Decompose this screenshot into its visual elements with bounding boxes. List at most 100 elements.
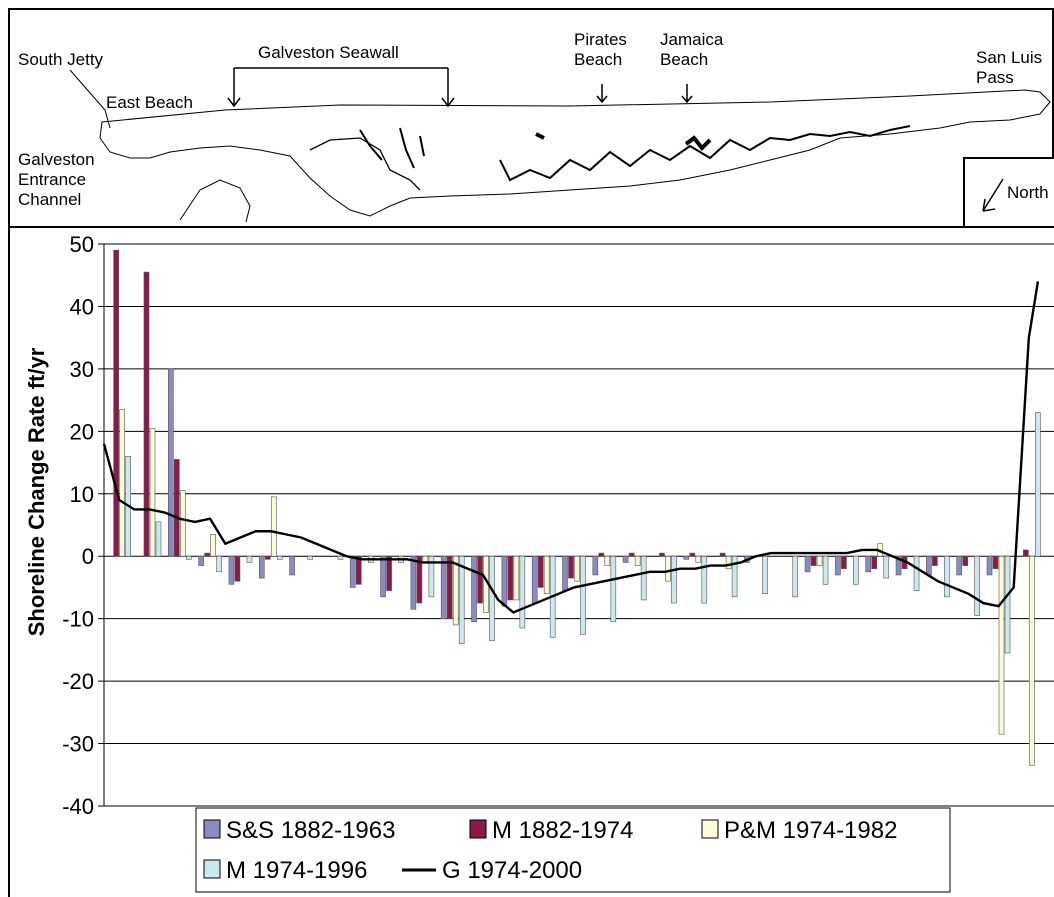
bar	[622, 555, 629, 563]
bar	[1004, 555, 1011, 654]
bar	[440, 555, 447, 619]
bar	[264, 555, 271, 560]
bar	[276, 555, 283, 560]
legend-swatch	[203, 859, 221, 879]
north-label: North	[1007, 183, 1049, 202]
pirates-beach-label: Pirates Beach	[574, 30, 627, 69]
bar	[871, 555, 878, 570]
bar	[119, 409, 125, 557]
bar	[689, 552, 696, 557]
bar	[186, 555, 192, 560]
map-panel: South Jetty Galveston Seawall East Beach…	[8, 8, 1054, 231]
bar	[913, 555, 920, 591]
bar	[149, 427, 156, 557]
bar	[998, 555, 1005, 735]
legend-swatch	[701, 819, 719, 839]
bar	[932, 555, 938, 566]
y-axis: -40 -30 -20 -10 0 10 20 30 40 50	[62, 232, 105, 819]
y-tick-label: -40	[62, 794, 94, 819]
bar	[258, 555, 265, 579]
bar	[731, 555, 738, 598]
legend-label: M 1974-1996	[226, 857, 367, 884]
y-tick-label: -10	[62, 607, 94, 632]
bar	[634, 555, 641, 566]
jamaica-beach-label: Jamaica Beach	[660, 30, 724, 69]
y-tick-label: -30	[62, 732, 94, 757]
g-series-line-group	[102, 281, 1040, 614]
bar	[458, 555, 465, 644]
bar	[428, 555, 435, 598]
bar	[416, 555, 423, 604]
bar	[531, 555, 538, 604]
bar	[113, 249, 119, 557]
bar	[204, 552, 210, 557]
san-luis-pass-label: San Luis Pass	[976, 48, 1043, 87]
bar	[246, 555, 253, 563]
bar	[992, 555, 999, 570]
bar	[665, 555, 671, 582]
y-tick-label: 50	[70, 232, 94, 257]
g-series-line	[102, 281, 1040, 614]
bar	[865, 555, 872, 573]
bar	[355, 555, 362, 585]
bar	[537, 555, 544, 588]
island-outline	[99, 89, 1051, 217]
bar	[956, 555, 962, 576]
seawall-bracket	[233, 67, 449, 106]
jamaica-beach-arrow	[681, 84, 693, 104]
bar	[592, 555, 599, 576]
chart-panel: -40 -30 -20 -10 0 10 20 30 40 50 Shoreline Change…	[8, 226, 1054, 897]
bar	[562, 555, 568, 591]
bar	[1029, 555, 1035, 766]
y-tick-label: -20	[62, 669, 94, 694]
bar	[671, 555, 677, 604]
legend: S&S 1882-1963 M 1882-1974 P&M 1974-1982 M 1…	[195, 807, 951, 893]
bar	[143, 271, 150, 557]
south-jetty-label: South Jetty	[18, 50, 104, 69]
seawall-arrow-west	[227, 97, 241, 108]
bar	[216, 555, 222, 573]
legend-swatch	[469, 819, 487, 839]
legend-label: P&M 1974-1982	[724, 817, 897, 844]
bay-marsh-4	[535, 132, 712, 151]
y-tick-label: 20	[70, 419, 94, 444]
bar	[580, 555, 586, 635]
bar	[501, 555, 508, 607]
bar	[452, 555, 459, 626]
bar	[683, 555, 690, 560]
bar	[234, 555, 241, 582]
y-axis-label: Shoreline Change Rate ft/yr	[24, 347, 49, 636]
bar	[446, 555, 453, 619]
bar	[695, 555, 702, 563]
bar	[810, 555, 817, 566]
bar	[380, 555, 386, 598]
entrance-channel-label: Galveston Entrance Channel	[18, 150, 95, 209]
bar	[962, 555, 968, 566]
bar	[883, 555, 890, 579]
pirates-beach-arrow	[596, 84, 608, 104]
bar	[598, 552, 605, 557]
bar	[307, 555, 313, 560]
bay-marsh-2	[359, 127, 425, 169]
y-tick-label: 10	[70, 482, 94, 507]
bar	[513, 555, 520, 601]
y-tick-label: 40	[70, 294, 94, 319]
galveston-island-map	[69, 67, 1051, 223]
bar	[180, 490, 186, 557]
bar	[210, 534, 216, 557]
bar	[804, 555, 811, 573]
y-tick-label: 0	[82, 544, 94, 569]
bar	[168, 368, 174, 557]
seawall-arrow-east	[441, 97, 455, 108]
mainland-coast	[179, 179, 251, 223]
north-arrow-icon	[982, 178, 1004, 212]
bar	[725, 555, 732, 570]
legend-label: M 1882-1974	[492, 817, 633, 844]
bar	[835, 555, 841, 576]
south-jetty-line	[69, 69, 111, 129]
bar	[604, 555, 611, 566]
bar	[628, 552, 635, 557]
shoreline-change-chart: -40 -30 -20 -10 0 10 20 30 40 50 Shoreline Change…	[24, 232, 1054, 893]
bar	[519, 555, 526, 629]
